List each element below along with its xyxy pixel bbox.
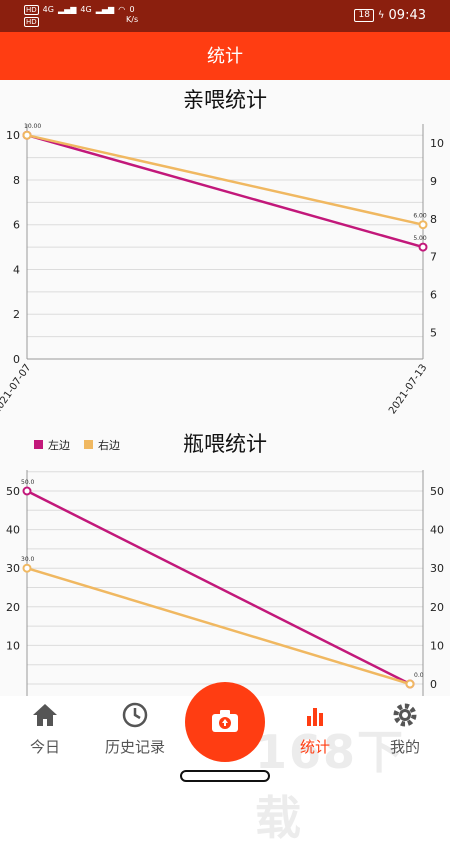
hd-badge: HD bbox=[24, 5, 39, 15]
data-point bbox=[22, 563, 32, 573]
legend-swatch bbox=[84, 440, 93, 449]
right-tick-label: 0 bbox=[430, 678, 437, 691]
home-icon bbox=[33, 704, 57, 726]
chart-title-breastfeeding: 亲喂统计 bbox=[183, 88, 267, 112]
right-tick-label: 10 bbox=[430, 639, 444, 652]
home-indicator[interactable] bbox=[180, 770, 270, 782]
right-tick-label: 20 bbox=[430, 601, 444, 614]
gear-icon bbox=[393, 703, 417, 727]
battery-icon: 18 bbox=[354, 9, 374, 22]
left-tick-label: 40 bbox=[6, 524, 20, 537]
nav-label-today: 今日 bbox=[29, 738, 60, 756]
series-line bbox=[26, 133, 424, 249]
stats-content[interactable]: 亲喂统计 0 2 4 6 8 10 5 6 7 8 9 10 2021-07-07 2021-07-13 1… bbox=[0, 80, 450, 696]
data-label: 30.0 bbox=[21, 556, 35, 563]
left-tick-label: 8 bbox=[13, 174, 20, 187]
left-tick-label: 50 bbox=[6, 485, 20, 498]
clock-icon bbox=[122, 702, 148, 728]
data-point bbox=[418, 220, 428, 230]
bar-chart-icon bbox=[307, 708, 323, 726]
network-speed: 0 K/s bbox=[126, 5, 138, 25]
sim-type-label: 4G bbox=[42, 5, 54, 14]
right-tick-label: 6 bbox=[430, 289, 437, 302]
hd-badge: HD bbox=[24, 17, 39, 27]
camera-button[interactable] bbox=[185, 682, 265, 762]
legend-label: 左边 bbox=[48, 439, 70, 452]
legend-swatch bbox=[34, 440, 43, 449]
signal-icon: ▂▄▆ bbox=[57, 5, 77, 14]
chart-title-bottle: 瓶喂统计 bbox=[183, 432, 267, 456]
data-point bbox=[22, 486, 32, 496]
x-tick-label: 2021-07-07 bbox=[0, 362, 33, 416]
left-tick-label: 20 bbox=[6, 601, 20, 614]
nav-item-history[interactable]: 历史记录 bbox=[90, 702, 180, 757]
right-tick-label: 8 bbox=[430, 213, 437, 226]
left-tick-label: 30 bbox=[6, 562, 20, 575]
data-label: 50.0 bbox=[21, 479, 35, 486]
data-point bbox=[405, 679, 415, 689]
left-tick-label: 2 bbox=[13, 308, 20, 321]
nav-label-stats: 统计 bbox=[299, 738, 330, 756]
speed-unit: K/s bbox=[126, 15, 139, 24]
clock-time: 09:43 bbox=[388, 8, 426, 23]
legend-label: 右边 bbox=[98, 438, 120, 452]
charging-icon: ϟ bbox=[377, 10, 385, 21]
series-line bbox=[26, 567, 411, 686]
data-label: 0.0 bbox=[414, 672, 424, 679]
data-point bbox=[22, 130, 32, 140]
right-tick-label: 50 bbox=[430, 485, 444, 498]
left-tick-label: 4 bbox=[13, 263, 20, 276]
x-tick-label: 2021-07-13 bbox=[387, 362, 429, 416]
series-line bbox=[26, 133, 424, 226]
series-line bbox=[26, 489, 411, 686]
left-tick-label: 10 bbox=[6, 639, 20, 652]
nav-item-today[interactable]: 今日 bbox=[0, 702, 90, 757]
nav-label-profile: 我的 bbox=[389, 738, 420, 756]
nav-item-stats[interactable]: 统计 bbox=[270, 702, 360, 757]
breastfeeding-chart: 0 2 4 6 8 10 5 6 7 8 9 10 2021-07-07 2021-07-13 10.00 5… bbox=[0, 123, 444, 452]
right-tick-label: 10 bbox=[430, 137, 444, 150]
left-tick-label: 6 bbox=[13, 219, 20, 232]
data-label: 5.00 bbox=[413, 235, 427, 242]
data-label: 10.00 bbox=[24, 123, 41, 130]
right-tick-label: 9 bbox=[430, 175, 437, 188]
signal-icon: ▂▄▆ bbox=[95, 5, 115, 14]
status-bar: HD 4G ▂▄▆ 4G ▂▄▆ ◠ HD 0 K/s 18 ϟ 09:43 bbox=[0, 0, 450, 32]
data-label: 6.00 bbox=[413, 213, 427, 220]
left-tick-label: 10 bbox=[6, 129, 20, 142]
camera-icon bbox=[212, 710, 238, 732]
nav-item-profile[interactable]: 我的 bbox=[360, 702, 450, 757]
sim-type-label: 4G bbox=[80, 5, 92, 14]
app-bar: 统计 bbox=[0, 32, 450, 80]
status-right: 18 ϟ 09:43 bbox=[354, 8, 426, 23]
data-point bbox=[418, 242, 428, 252]
page-title: 统计 bbox=[207, 46, 243, 67]
wifi-icon: ◠ bbox=[118, 5, 126, 14]
signal-indicators: HD 4G ▂▄▆ 4G ▂▄▆ ◠ HD bbox=[24, 5, 125, 27]
right-tick-label: 7 bbox=[430, 251, 437, 264]
right-tick-label: 30 bbox=[430, 562, 444, 575]
left-tick-label: 0 bbox=[13, 353, 20, 366]
speed-value: 0 bbox=[129, 5, 135, 14]
right-tick-label: 5 bbox=[430, 326, 437, 339]
bottom-nav: 168下载 今日 历史记录 统计 bbox=[0, 682, 450, 845]
right-tick-label: 40 bbox=[430, 524, 444, 537]
nav-label-history: 历史记录 bbox=[104, 738, 165, 756]
